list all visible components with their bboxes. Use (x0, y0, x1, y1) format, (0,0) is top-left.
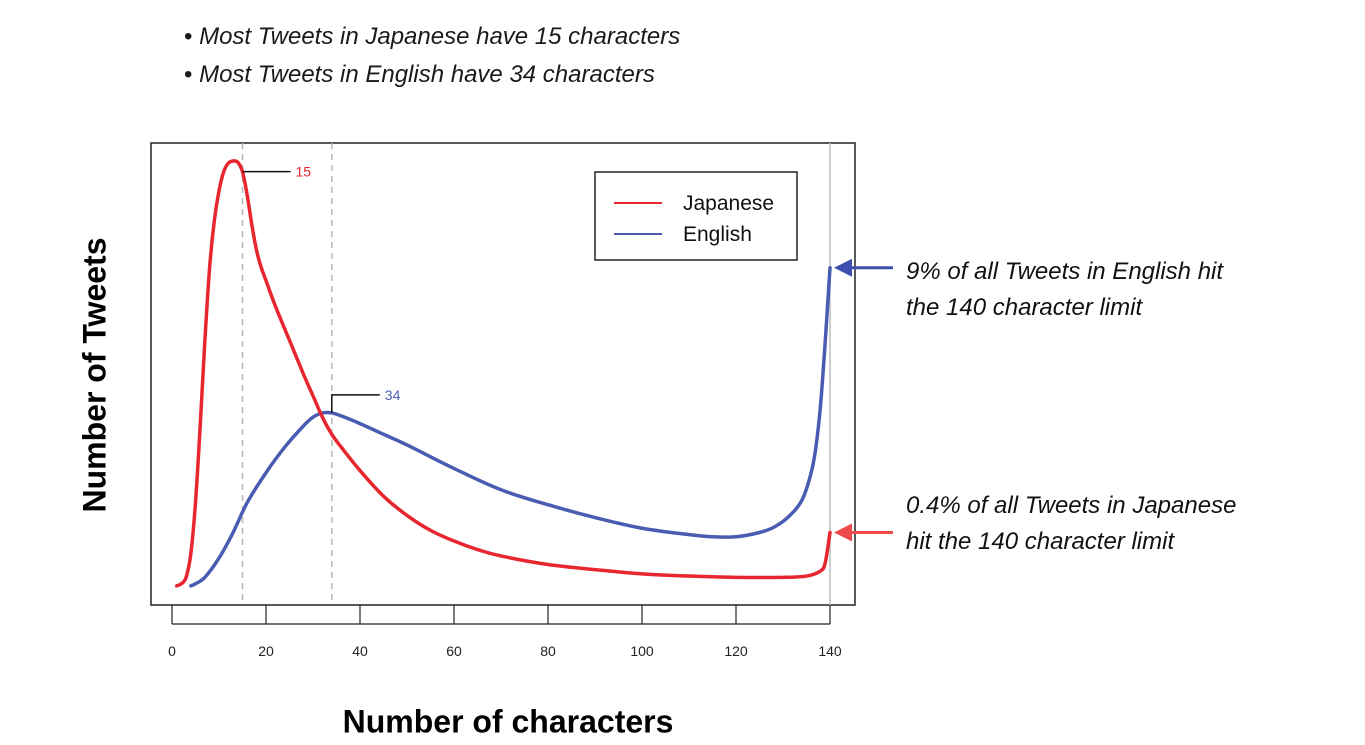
x-tick-label-140: 140 (818, 643, 842, 659)
summary-bullets: Most Tweets in Japanese have 15 characte… (184, 18, 680, 94)
peak-callout-34 (331, 394, 380, 413)
x-tick-label-20: 20 (258, 643, 274, 659)
x-tick-label-40: 40 (352, 643, 368, 659)
japanese-limit-annotation: 0.4% of all Tweets in Japanese hit the 1… (906, 488, 1236, 560)
series-line-japanese (174, 159, 832, 588)
x-tick-label-120: 120 (724, 643, 748, 659)
peak-label-15: 15 (296, 164, 312, 180)
plot-frame (150, 142, 856, 606)
bullet-english: Most Tweets in English have 34 character… (184, 56, 680, 94)
x-tick-label-0: 0 (168, 643, 176, 659)
english-limit-arrow-head (834, 258, 852, 277)
english-limit-line-1: 9% of all Tweets in English hit (906, 258, 1224, 285)
peak-label-34: 34 (385, 387, 401, 403)
japanese-limit-arrow-head (834, 523, 852, 542)
japanese-limit-line-2: hit the 140 character limit (906, 528, 1175, 555)
x-tick-label-100: 100 (630, 643, 654, 659)
english-limit-annotation: 9% of all Tweets in English hit the 140 … (906, 254, 1223, 326)
japanese-limit-line-1: 0.4% of all Tweets in Japanese (906, 492, 1237, 519)
x-tick-label-60: 60 (446, 643, 462, 659)
legend-label-japanese: Japanese (683, 192, 774, 215)
english-limit-line-2: the 140 character limit (906, 294, 1143, 321)
legend-box (594, 171, 798, 261)
legend-label-english: English (683, 223, 752, 246)
bullet-japanese: Most Tweets in Japanese have 15 characte… (184, 18, 680, 56)
x-tick-label-80: 80 (540, 643, 556, 659)
series-line-english (189, 266, 832, 588)
x-axis-label: Number of characters (342, 703, 674, 740)
